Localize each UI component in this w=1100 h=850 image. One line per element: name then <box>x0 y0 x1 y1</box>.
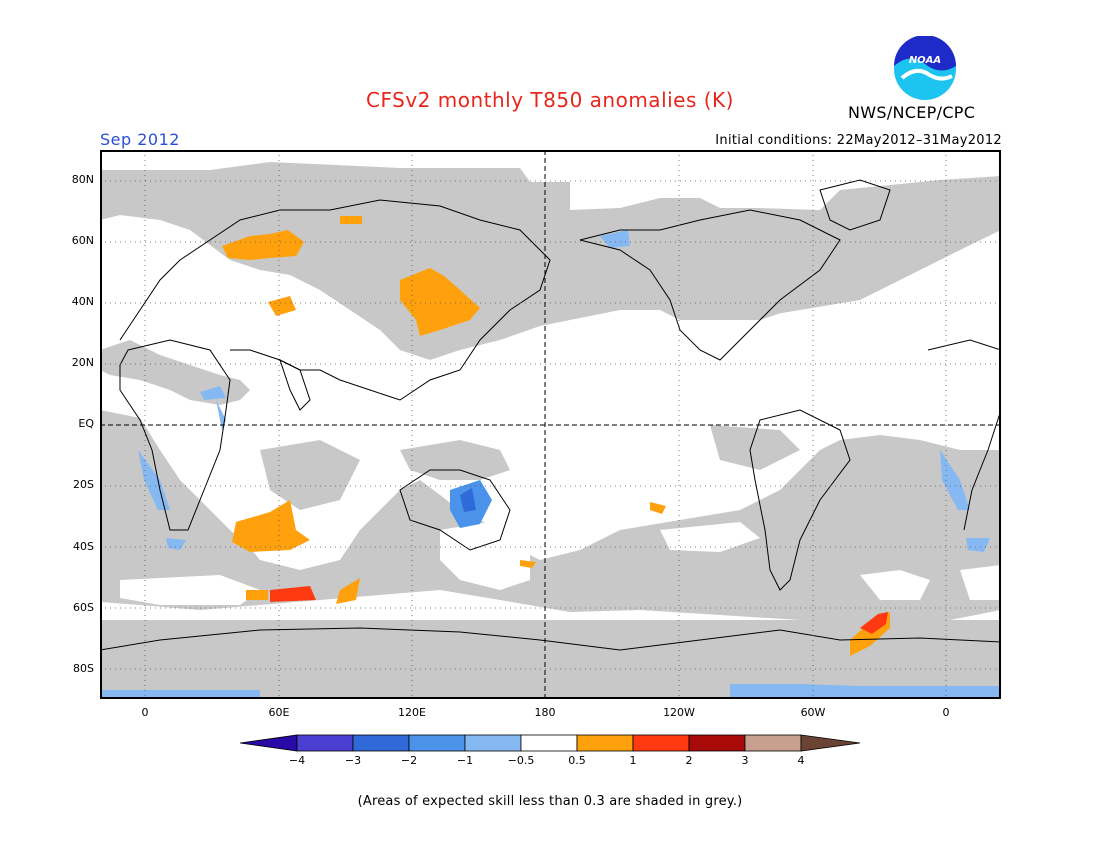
lat-label: 40S <box>73 540 94 553</box>
colorbar-label: −1 <box>456 754 474 767</box>
lat-label: EQ <box>78 417 94 430</box>
lon-label: 180 <box>534 706 556 719</box>
lat-label: 80S <box>73 662 94 675</box>
lat-label: 60N <box>71 234 94 247</box>
lon-label: 120W <box>663 706 695 719</box>
lon-label: 60W <box>800 706 826 719</box>
colorbar-label: −0.5 <box>507 754 535 767</box>
colorbar-segment <box>520 734 578 752</box>
colorbar-label: −3 <box>344 754 362 767</box>
lon-label: 0 <box>942 706 950 719</box>
colorbar-segment <box>352 734 410 752</box>
noaa-logo: NOAA <box>894 36 956 100</box>
colorbar-label: 2 <box>685 754 693 767</box>
colorbar-segment <box>800 734 861 752</box>
colorbar-segment <box>408 734 466 752</box>
lat-label: 20N <box>71 356 94 369</box>
colorbar-segment <box>296 734 354 752</box>
initial-conditions: Initial conditions: 22May2012–31May2012 <box>715 133 1002 148</box>
lon-label: 120E <box>398 706 426 719</box>
colorbar-segment <box>632 734 690 752</box>
agency-label: NWS/NCEP/CPC <box>848 103 976 122</box>
colorbar-segment <box>464 734 522 752</box>
colorbar-segment <box>688 734 746 752</box>
colorbar-label: 3 <box>741 754 749 767</box>
chart-title: CFSv2 monthly T850 anomalies (K) <box>366 88 734 112</box>
colorbar-label: −2 <box>400 754 418 767</box>
colorbar-label: 1 <box>629 754 637 767</box>
low-skill-shading <box>100 162 1001 699</box>
svg-text:NOAA: NOAA <box>909 55 941 66</box>
footnote: (Areas of expected skill less than 0.3 a… <box>357 794 743 809</box>
colorbar-segment <box>744 734 802 752</box>
lat-label: 80N <box>71 173 94 186</box>
colorbar-label: 4 <box>797 754 805 767</box>
forecast-month: Sep 2012 <box>100 130 180 149</box>
colorbar-segment <box>576 734 634 752</box>
lon-label: 60E <box>268 706 290 719</box>
lat-label: 40N <box>71 295 94 308</box>
lat-label: 20S <box>73 478 94 491</box>
positive-anomalies <box>222 216 890 656</box>
colorbar-label: 0.5 <box>568 754 586 767</box>
colorbar-label: −4 <box>288 754 306 767</box>
lon-label: 0 <box>141 706 149 719</box>
anomaly-map <box>100 150 1001 699</box>
colorbar <box>240 734 861 752</box>
lat-label: 60S <box>73 601 94 614</box>
colorbar-segment <box>240 734 298 752</box>
